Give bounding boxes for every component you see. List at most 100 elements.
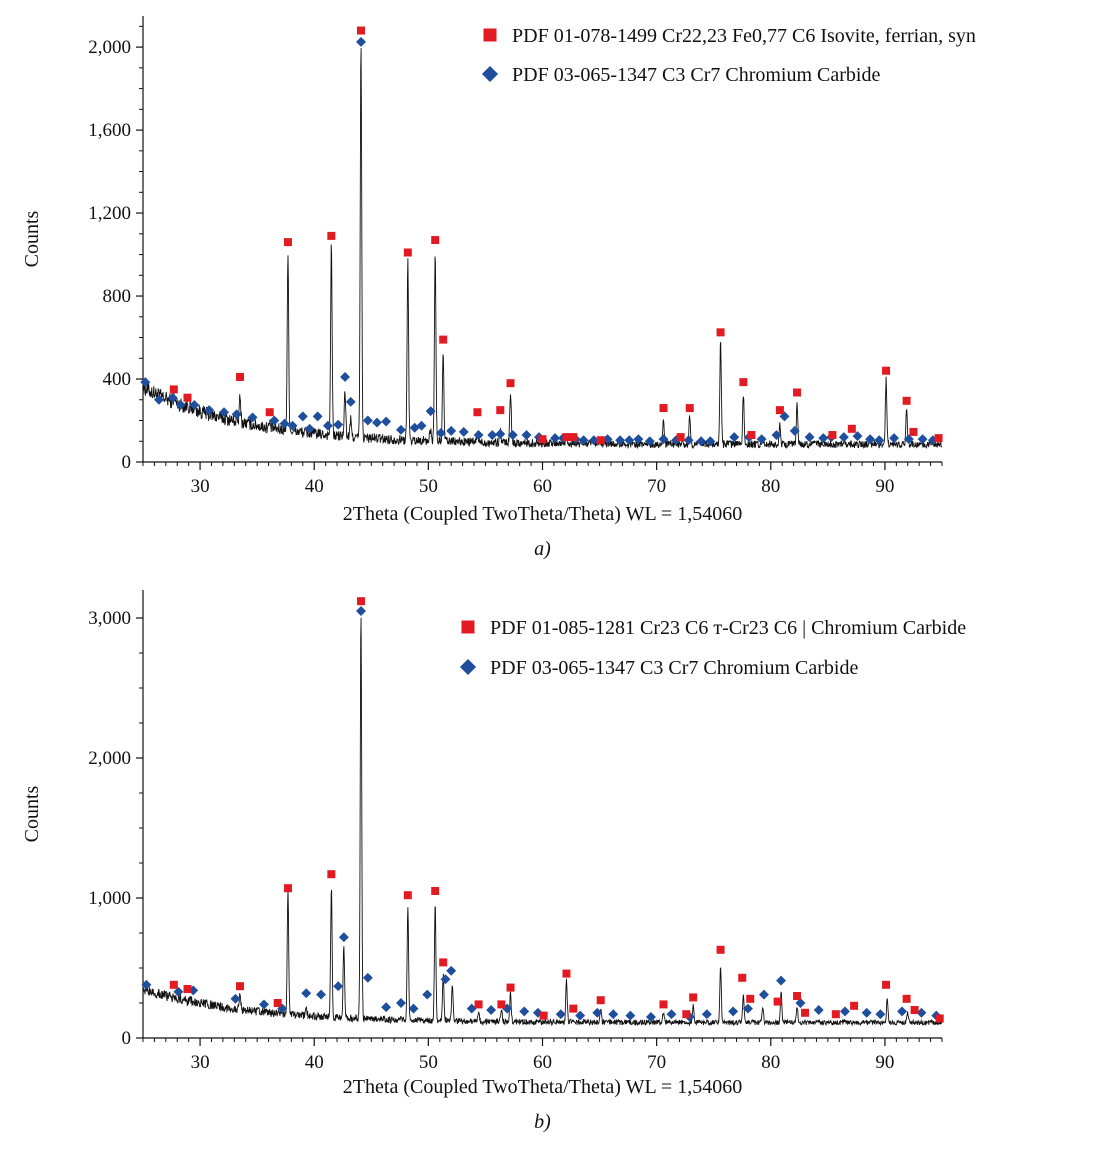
diamond-marker: [316, 989, 327, 1000]
diamond-marker: [231, 409, 242, 420]
diamond-marker: [435, 427, 446, 438]
legend-entry: PDF 01-085-1281 Cr23 C6 т-Cr23 C6 | Chro…: [490, 617, 966, 639]
square-marker: [569, 433, 578, 442]
square-marker: [327, 870, 336, 879]
square-marker: [169, 980, 178, 989]
diamond-marker: [671, 435, 682, 446]
y-tick-label: 0: [122, 452, 132, 473]
y-tick-label: 400: [103, 369, 132, 390]
diamond-marker: [729, 432, 740, 443]
series-diamond-markers: [140, 36, 938, 447]
xrd-panel-b: 0 1,000 2,000 3,000 30 40 50 60 70 80 90 2Theta (Co…: [21, 590, 966, 1133]
square-marker: [265, 408, 274, 417]
diamond-marker: [608, 1009, 619, 1020]
y-tick-label: 1,000: [88, 888, 131, 909]
diamond-marker: [532, 1007, 543, 1018]
diamond-marker: [903, 434, 914, 445]
diamond-marker: [874, 435, 885, 446]
diamond-marker: [372, 417, 382, 428]
diamond-marker: [204, 405, 215, 416]
diamond-marker: [865, 434, 876, 445]
diamond-marker: [356, 36, 366, 47]
diamond-marker: [575, 1010, 586, 1021]
square-marker: [801, 1008, 810, 1017]
diamond-marker: [304, 423, 315, 434]
x-tick-label: 70: [647, 1052, 666, 1073]
x-tick-label: 50: [419, 1052, 438, 1073]
x-tick-label: 30: [191, 476, 210, 497]
diffraction-trace: [142, 617, 943, 1027]
y-tick-label: 2,000: [88, 37, 131, 58]
diamond-marker: [861, 1007, 872, 1018]
diamond-marker: [247, 412, 258, 423]
square-marker: [538, 435, 547, 444]
diamond-marker: [333, 419, 344, 430]
diamond-marker: [189, 399, 200, 410]
legend-entry: PDF 03-065-1347 C3 Cr7 Chromium Carbide: [490, 657, 858, 679]
square-marker: [773, 997, 782, 1006]
diamond-marker: [340, 371, 350, 382]
diamond-marker: [633, 434, 644, 445]
square-marker: [882, 366, 891, 375]
diamond-marker: [408, 1003, 419, 1014]
square-marker: [850, 1001, 859, 1010]
diamond-marker: [644, 436, 655, 447]
diamond-marker: [175, 399, 186, 410]
diamond-marker: [487, 430, 498, 440]
x-tick-label: 60: [533, 476, 552, 497]
x-tick-label: 90: [875, 1052, 894, 1073]
diamond-marker: [813, 1005, 824, 1015]
diamond-marker: [521, 430, 532, 440]
diamond-marker: [259, 999, 269, 1010]
square-marker: [716, 945, 725, 954]
diamond-marker: [550, 433, 561, 444]
diamond-marker: [666, 1009, 677, 1020]
series-square-markers: [169, 26, 943, 445]
diamond-marker: [625, 1010, 636, 1021]
square-marker: [793, 388, 802, 397]
x-tick-label: 80: [761, 1052, 780, 1073]
diamond-marker: [701, 1009, 712, 1020]
square-marker: [183, 985, 192, 993]
square-marker: [685, 404, 694, 413]
diamond-marker: [173, 986, 184, 997]
diamond-marker: [588, 435, 599, 446]
diamond-marker: [425, 406, 436, 417]
diamond-marker: [446, 425, 457, 436]
square-marker: [934, 434, 943, 443]
panel-label: b): [534, 1111, 551, 1133]
square-marker: [431, 887, 440, 895]
square-marker: [569, 1004, 578, 1013]
square-marker: [497, 1000, 506, 1009]
diamond-marker: [840, 1006, 850, 1017]
diamond-marker: [771, 430, 782, 440]
diamond-marker: [742, 1003, 753, 1014]
square-marker: [236, 982, 245, 991]
square-marker: [831, 1010, 840, 1019]
square-marker: [689, 993, 698, 1002]
square-marker: [775, 406, 784, 415]
square-marker: [716, 328, 725, 337]
diamond-marker: [141, 979, 152, 990]
diamond-marker: [756, 434, 767, 445]
x-tick-label: 30: [191, 1052, 210, 1073]
square-marker: [902, 994, 911, 1003]
diamond-marker: [696, 436, 707, 447]
x-tick-label: 40: [305, 476, 324, 497]
square-marker: [596, 436, 605, 445]
square-marker: [935, 1014, 944, 1023]
diamond-marker: [362, 415, 373, 426]
diamond-marker: [916, 1007, 927, 1018]
square-marker: [327, 231, 336, 240]
diamond-marker: [396, 424, 406, 435]
square-marker: [439, 335, 448, 344]
square-marker: [910, 1006, 919, 1014]
diamond-marker: [458, 426, 469, 437]
x-tick-label: 60: [533, 1052, 552, 1073]
diamond-marker: [555, 1009, 566, 1020]
diamond-marker: [167, 392, 178, 403]
diamond-marker: [312, 411, 323, 422]
diamond-marker: [230, 993, 241, 1004]
square-marker: [909, 427, 918, 436]
diamond-marker: [287, 420, 298, 431]
